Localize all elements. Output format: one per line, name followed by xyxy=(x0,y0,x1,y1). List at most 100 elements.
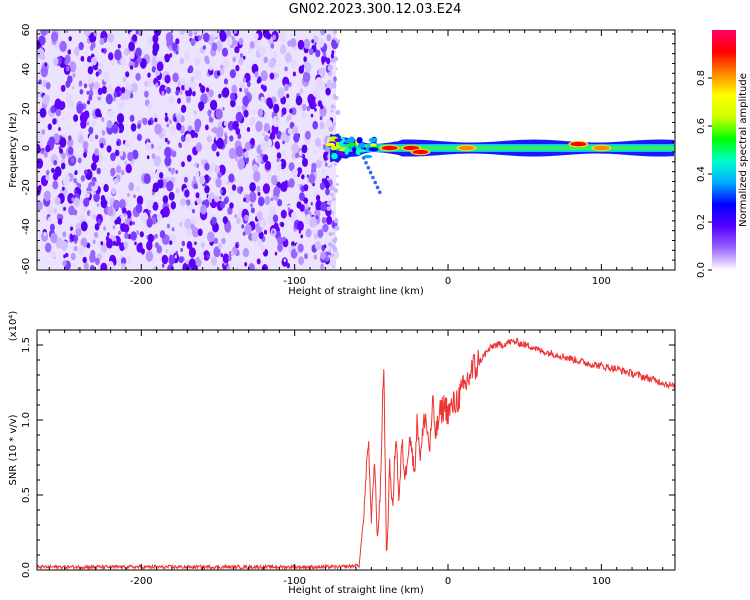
noise-speckle xyxy=(165,249,169,254)
snr-y-axis-label: SNR (10 * v/v) xyxy=(8,414,19,485)
noise-speckle xyxy=(67,138,74,148)
noise-speckle xyxy=(311,39,315,44)
noise-speckle xyxy=(299,192,305,201)
noise-speckle xyxy=(229,202,234,209)
noise-speckle xyxy=(192,226,199,238)
noise-speckle xyxy=(194,31,197,36)
noise-speckle xyxy=(242,55,246,60)
noise-speckle xyxy=(282,150,286,155)
noise-speckle xyxy=(180,78,186,86)
noise-speckle xyxy=(306,174,310,179)
noise-speckle xyxy=(105,93,113,105)
noise-speckle xyxy=(100,243,108,254)
noise-speckle xyxy=(73,245,78,252)
noise-speckle xyxy=(320,251,326,260)
noise-speckle xyxy=(133,194,136,199)
noise-speckle xyxy=(193,162,198,168)
noise-speckle xyxy=(306,105,311,112)
noise-speckle xyxy=(87,62,91,67)
noise-speckle xyxy=(295,152,299,159)
noise-speckle xyxy=(116,141,120,146)
noise-speckle xyxy=(52,180,59,190)
noise-speckle xyxy=(91,41,96,49)
noise-speckle xyxy=(59,148,63,154)
noise-speckle xyxy=(312,182,315,187)
noise-speckle xyxy=(40,149,45,155)
noise-speckle xyxy=(166,86,171,94)
noise-speckle xyxy=(193,110,197,115)
noise-speckle xyxy=(143,173,151,184)
noise-speckle xyxy=(328,248,331,251)
noise-speckle xyxy=(178,143,182,149)
noise-speckle xyxy=(330,109,334,113)
noise-speckle xyxy=(128,41,135,52)
noise-speckle xyxy=(37,200,43,211)
noise-speckle xyxy=(288,114,292,120)
noise-speckle xyxy=(221,237,226,245)
noise-speckle xyxy=(110,152,116,162)
noise-speckle xyxy=(220,201,226,209)
noise-speckle xyxy=(324,181,330,189)
noise-speckle xyxy=(57,218,63,225)
noise-speckle xyxy=(159,172,164,179)
noise-speckle xyxy=(210,112,215,118)
noise-speckle xyxy=(146,138,149,143)
noise-speckle xyxy=(140,248,145,255)
noise-speckle xyxy=(83,169,88,175)
noise-speckle xyxy=(335,67,338,70)
noise-speckle xyxy=(304,253,308,260)
noise-speckle xyxy=(216,137,224,149)
noise-speckle xyxy=(111,187,116,195)
noise-speckle xyxy=(263,56,269,64)
noise-speckle xyxy=(252,39,260,50)
noise-speckle xyxy=(70,252,76,261)
noise-speckle xyxy=(51,31,59,43)
noise-speckle xyxy=(301,111,307,119)
noise-speckle xyxy=(216,127,224,139)
noise-speckle xyxy=(313,148,317,155)
noise-speckle xyxy=(279,44,287,55)
noise-speckle xyxy=(275,116,279,122)
noise-speckle xyxy=(144,90,149,98)
colorbar-tick-label: 0.6 xyxy=(696,118,707,134)
noise-speckle xyxy=(282,140,285,145)
noise-speckle xyxy=(72,262,76,267)
noise-speckle xyxy=(264,196,271,205)
noise-speckle xyxy=(128,182,135,192)
noise-speckle xyxy=(146,155,150,160)
noise-speckle xyxy=(228,147,237,159)
noise-speckle xyxy=(273,103,280,114)
signal-tail-dot xyxy=(373,180,378,185)
noise-speckle xyxy=(238,37,244,46)
noise-speckle xyxy=(235,145,244,157)
noise-speckle xyxy=(113,199,120,210)
noise-speckle xyxy=(239,186,244,193)
noise-speckle xyxy=(154,233,158,239)
noise-speckle xyxy=(256,258,261,265)
noise-speckle xyxy=(171,150,177,158)
noise-speckle xyxy=(65,30,69,34)
noise-speckle xyxy=(304,130,311,140)
noise-speckle xyxy=(313,35,319,43)
signal-hotspot xyxy=(381,145,398,151)
noise-speckle xyxy=(252,163,259,173)
noise-speckle xyxy=(96,167,101,175)
noise-speckle xyxy=(327,166,331,169)
noise-speckle xyxy=(167,140,170,145)
noise-speckle xyxy=(262,132,265,137)
noise-speckle xyxy=(177,81,181,87)
noise-speckle xyxy=(244,141,251,151)
y-tick-label: 60 xyxy=(21,24,32,37)
signal-tail-dot xyxy=(375,185,380,190)
x-tick-label: 100 xyxy=(592,276,611,287)
noise-speckle xyxy=(211,100,216,106)
noise-speckle xyxy=(254,157,259,162)
noise-speckle xyxy=(249,41,255,49)
noise-speckle xyxy=(132,221,135,226)
noise-speckle xyxy=(260,141,268,152)
noise-speckle xyxy=(269,206,277,216)
noise-speckle xyxy=(310,113,314,118)
noise-speckle xyxy=(89,265,95,270)
noise-speckle xyxy=(299,88,304,94)
noise-speckle xyxy=(62,110,66,116)
